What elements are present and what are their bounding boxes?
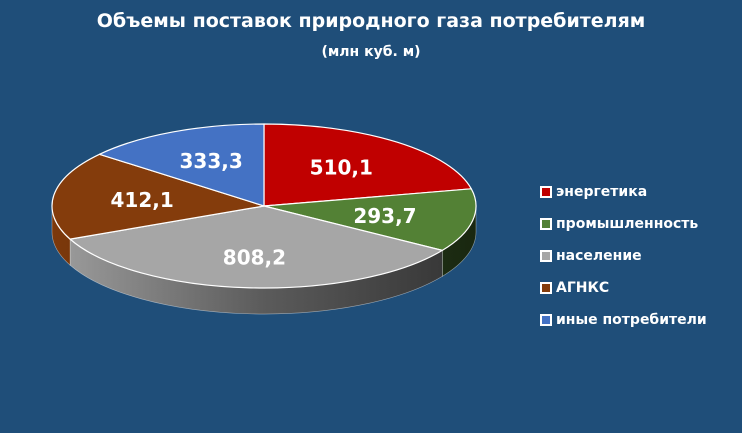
chart-subtitle: (млн куб. м) [321, 44, 421, 60]
legend-swatch-agnks [540, 282, 552, 294]
data-label-energy: 510,1 [310, 155, 373, 179]
legend-label-population: население [556, 248, 642, 264]
legend-swatch-other [540, 314, 552, 326]
legend: энергетика промышленность население АГНК… [540, 176, 707, 336]
pie-slice-industry [263, 188, 477, 251]
legend-label-other: иные потребители [556, 312, 707, 328]
legend-item-energy: энергетика [540, 176, 707, 208]
chart-title: Объемы поставок природного газа потребит… [96, 10, 646, 32]
legend-label-agnks: АГНКС [556, 280, 610, 296]
legend-swatch-energy [540, 186, 552, 198]
data-label-other: 333,3 [180, 149, 243, 173]
pie-slice-energy [263, 123, 472, 207]
legend-item-industry: промышленность [540, 208, 707, 240]
data-label-agnks: 412,1 [110, 188, 173, 212]
data-label-population: 808,2 [223, 246, 286, 270]
legend-item-population: население [540, 240, 707, 272]
legend-swatch-industry [540, 218, 552, 230]
legend-label-energy: энергетика [556, 184, 648, 200]
legend-label-industry: промышленность [556, 216, 699, 232]
pie-slice-population [69, 205, 443, 289]
legend-item-other: иные потребители [540, 304, 707, 336]
pie-slice-other [98, 123, 265, 207]
legend-item-agnks: АГНКС [540, 272, 707, 304]
data-label-industry: 293,7 [353, 204, 416, 228]
pie-slice-agnks [51, 153, 265, 240]
legend-swatch-population [540, 250, 552, 262]
